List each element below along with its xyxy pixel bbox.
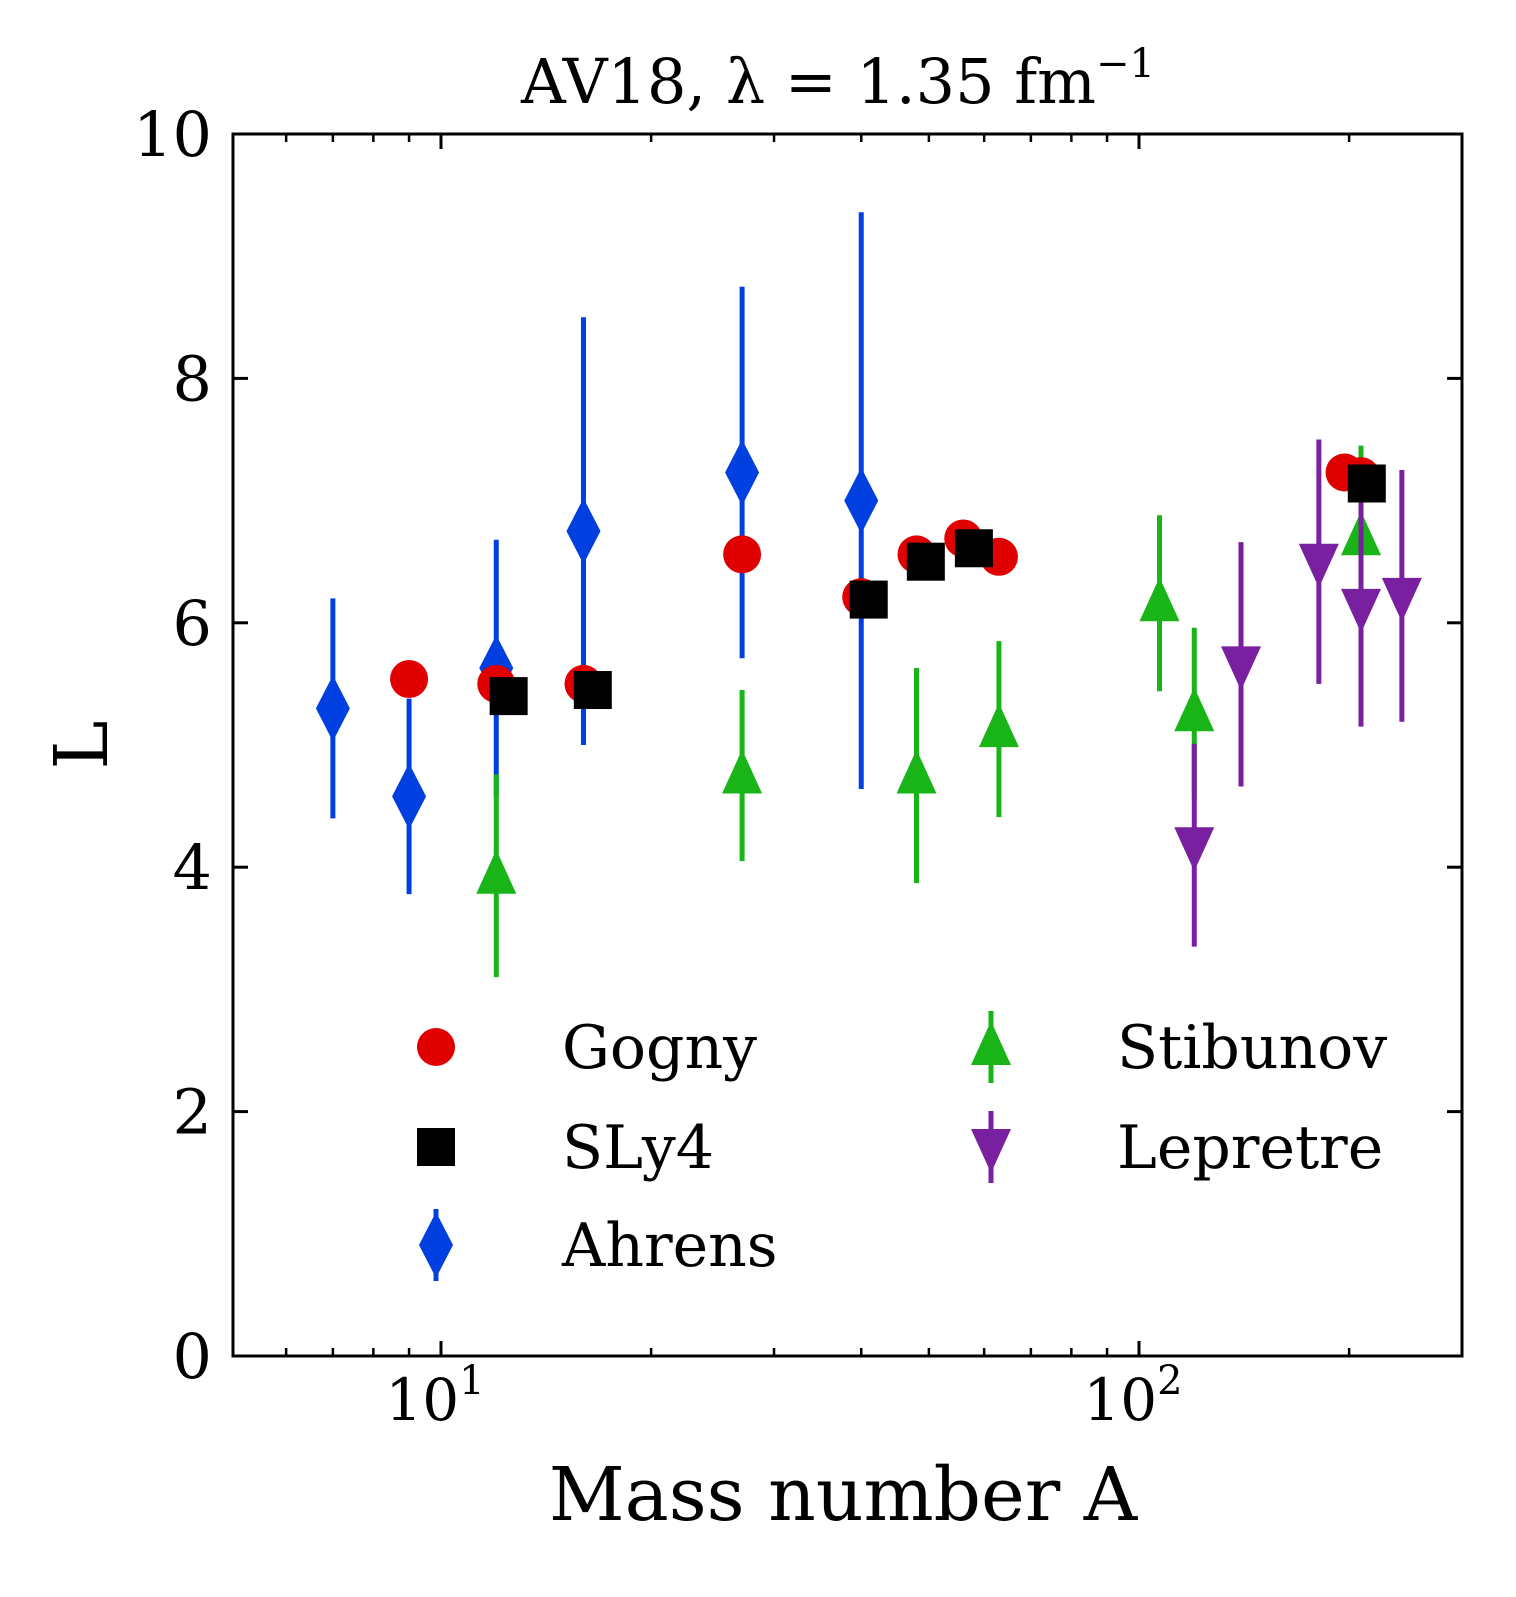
legend-marker-stibunov bbox=[971, 1021, 1011, 1065]
legend-marker-sly4 bbox=[417, 1128, 455, 1166]
legend-marker-ahrens bbox=[419, 1212, 453, 1278]
x-axis-label: Mass number A bbox=[549, 1452, 1139, 1538]
stibunov-point bbox=[1174, 687, 1215, 732]
lepretre-point bbox=[1220, 646, 1261, 691]
plot-series bbox=[315, 212, 1422, 978]
gogny-point bbox=[723, 535, 762, 574]
series-lepretre bbox=[1174, 439, 1422, 947]
lepretre-point bbox=[1174, 827, 1215, 872]
ahrens-point bbox=[566, 498, 601, 565]
legend-item-lepretre: Lepretre bbox=[971, 1111, 1383, 1183]
stibunov-point bbox=[978, 703, 1019, 748]
y-tick-label: 10 bbox=[133, 98, 212, 171]
ahrens-point bbox=[315, 675, 350, 742]
sly4-point bbox=[573, 671, 612, 710]
plot-frame bbox=[231, 132, 1464, 1358]
chart-title-main: AV18, λ = 1.35 fm bbox=[520, 45, 1096, 118]
tick-labels: 0 2 4 6 8 10 101 102 bbox=[133, 98, 1183, 1434]
x-tick-label: 102 bbox=[1083, 1358, 1182, 1434]
legend-label-sly4: SLy4 bbox=[562, 1113, 714, 1183]
y-axis-label: L bbox=[39, 720, 125, 769]
lepretre-point bbox=[1341, 588, 1382, 633]
stibunov-point bbox=[722, 749, 763, 794]
legend-label-lepretre: Lepretre bbox=[1117, 1113, 1383, 1183]
series-sly4 bbox=[489, 464, 1386, 716]
sly4-point bbox=[954, 529, 993, 568]
ahrens-point bbox=[392, 763, 427, 830]
legend-label-gogny: Gogny bbox=[562, 1013, 757, 1083]
ahrens-point bbox=[725, 439, 760, 506]
sly4-point bbox=[489, 677, 528, 716]
gogny-point bbox=[390, 660, 429, 699]
legend-marker-gogny bbox=[417, 1028, 455, 1066]
sly4-point bbox=[849, 580, 888, 619]
sly4-point bbox=[906, 542, 945, 581]
series-stibunov bbox=[476, 445, 1382, 978]
y-tick-label: 2 bbox=[173, 1076, 212, 1149]
ahrens-point bbox=[844, 467, 879, 534]
stibunov-point bbox=[896, 749, 937, 794]
y-tick-label: 0 bbox=[173, 1320, 212, 1393]
x-tick-label: 101 bbox=[385, 1358, 484, 1434]
legend-item-gogny: Gogny bbox=[417, 1013, 757, 1083]
stibunov-point bbox=[1139, 577, 1180, 622]
stibunov-point bbox=[476, 849, 517, 894]
legend-item-sly4: SLy4 bbox=[417, 1113, 714, 1183]
legend-item-stibunov: Stibunov bbox=[971, 1011, 1387, 1083]
legend-marker-lepretre bbox=[971, 1129, 1011, 1173]
legend-label-ahrens: Ahrens bbox=[561, 1211, 778, 1281]
chart-title: AV18, λ = 1.35 fm−1 bbox=[520, 41, 1155, 118]
lepretre-point bbox=[1298, 543, 1339, 588]
legend-item-ahrens: Ahrens bbox=[419, 1209, 778, 1281]
legend-label-stibunov: Stibunov bbox=[1117, 1013, 1387, 1083]
legend: Gogny SLy4 Ahrens Stibunov Lepretre bbox=[417, 1011, 1387, 1281]
y-tick-label: 8 bbox=[173, 342, 212, 415]
y-tick-label: 6 bbox=[173, 587, 212, 660]
lepretre-point bbox=[1381, 577, 1422, 622]
y-tick-label: 4 bbox=[173, 831, 212, 904]
chart-title-sup: −1 bbox=[1096, 41, 1155, 87]
series-ahrens bbox=[315, 212, 879, 895]
sly4-point bbox=[1347, 464, 1386, 503]
